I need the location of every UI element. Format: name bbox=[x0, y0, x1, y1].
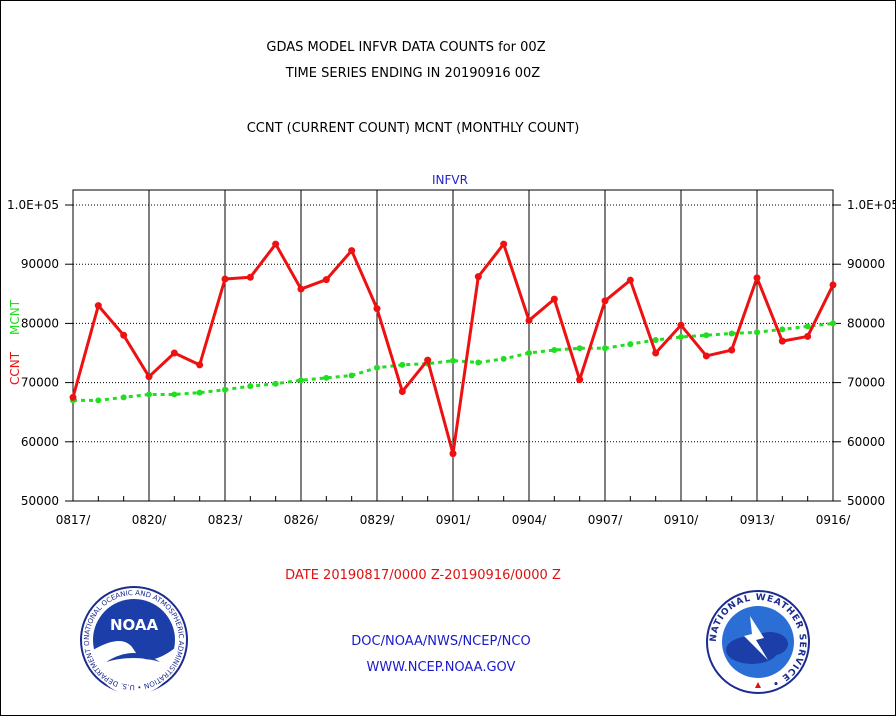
data-point-ccnt bbox=[652, 349, 660, 357]
data-point-ccnt bbox=[69, 393, 77, 401]
data-point-ccnt bbox=[120, 331, 128, 339]
axis-layer bbox=[65, 189, 841, 502]
date-range: DATE 20190817/0000 Z-20190916/0000 Z bbox=[285, 568, 561, 583]
chart-subtitle: CCNT (CURRENT COUNT) MCNT (MONTHLY COUNT… bbox=[247, 121, 580, 136]
data-point-mcnt bbox=[95, 397, 102, 404]
data-point-ccnt bbox=[449, 450, 457, 458]
data-point-mcnt bbox=[272, 380, 279, 387]
data-point-mcnt bbox=[779, 326, 786, 333]
tick-label-layer: 50000 50000 60000 60000 70000 70000 80000 80000… bbox=[7, 198, 896, 527]
data-point-ccnt bbox=[170, 349, 178, 357]
data-point-ccnt bbox=[500, 240, 508, 248]
y-axis-label-mcnt: MCNT bbox=[8, 299, 22, 335]
data-point-mcnt bbox=[171, 391, 178, 398]
y-tick-label-right: 80000 bbox=[847, 316, 885, 330]
data-point-ccnt bbox=[348, 247, 356, 255]
y-tick-label-right: 70000 bbox=[847, 376, 885, 390]
data-point-ccnt bbox=[778, 337, 786, 345]
y-tick-label-right: 1.0E+05 bbox=[847, 198, 896, 212]
data-point-ccnt bbox=[702, 352, 710, 360]
data-point-ccnt bbox=[221, 275, 229, 283]
plot-label: INFVR bbox=[432, 173, 468, 187]
nws-logo: NATIONAL WEATHER SERVICE • bbox=[706, 590, 810, 694]
data-point-mcnt bbox=[703, 332, 710, 339]
data-point-mcnt bbox=[399, 361, 406, 368]
data-point-mcnt bbox=[374, 364, 380, 371]
data-point-mcnt bbox=[450, 357, 456, 364]
data-point-ccnt bbox=[550, 295, 558, 303]
y-tick-label-left: 70000 bbox=[21, 376, 59, 390]
data-point-ccnt bbox=[297, 285, 305, 293]
y-tick-label-left: 1.0E+05 bbox=[7, 198, 59, 212]
data-point-mcnt bbox=[804, 323, 811, 330]
x-tick-label: 0910/ bbox=[664, 513, 700, 527]
noaa-logo: NOAA NATIONAL OCEANIC AND ATMOSPHERIC AD… bbox=[80, 586, 188, 695]
y-tick-label-left: 50000 bbox=[21, 494, 59, 508]
data-point-mcnt bbox=[602, 345, 608, 352]
data-point-mcnt bbox=[754, 329, 760, 336]
chart-title-line2: TIME SERIES ENDING IN 20190916 00Z bbox=[285, 66, 541, 81]
data-point-mcnt bbox=[247, 383, 254, 390]
data-point-ccnt bbox=[145, 373, 153, 381]
data-point-ccnt bbox=[94, 302, 102, 310]
data-point-mcnt bbox=[500, 355, 507, 362]
data-point-ccnt bbox=[424, 356, 432, 364]
data-point-mcnt bbox=[475, 359, 482, 366]
data-point-ccnt bbox=[829, 281, 837, 289]
data-point-mcnt bbox=[146, 391, 152, 398]
data-point-mcnt bbox=[222, 386, 228, 393]
chart-title-line1: GDAS MODEL INFVR DATA COUNTS for 00Z bbox=[266, 40, 545, 55]
y-tick-label-left: 60000 bbox=[21, 435, 59, 449]
data-point-ccnt bbox=[677, 321, 685, 329]
data-point-ccnt bbox=[322, 276, 330, 284]
footer-website[interactable]: WWW.NCEP.NOAA.GOV bbox=[367, 660, 516, 675]
data-point-mcnt bbox=[298, 377, 304, 384]
data-point-mcnt bbox=[652, 336, 659, 343]
y-tick-label-right: 50000 bbox=[847, 494, 885, 508]
data-point-mcnt bbox=[728, 330, 735, 337]
data-point-ccnt bbox=[373, 305, 381, 313]
noaa-logo-text: NOAA bbox=[110, 616, 159, 634]
x-tick-label: 0823/ bbox=[208, 513, 244, 527]
data-point-mcnt bbox=[576, 345, 583, 352]
x-tick-label: 0826/ bbox=[284, 513, 320, 527]
y-axis-label-ccnt: CCNT bbox=[8, 351, 22, 385]
data-point-ccnt bbox=[728, 346, 736, 354]
data-point-mcnt bbox=[323, 374, 330, 381]
x-tick-label: 0817/ bbox=[56, 513, 92, 527]
data-point-ccnt bbox=[196, 361, 204, 369]
data-point-mcnt bbox=[627, 341, 634, 348]
x-tick-label: 0907/ bbox=[588, 513, 624, 527]
data-point-ccnt bbox=[398, 387, 406, 395]
data-point-ccnt bbox=[626, 276, 634, 284]
y-tick-label-left: 80000 bbox=[21, 316, 59, 330]
y-tick-label-left: 90000 bbox=[21, 257, 59, 271]
data-point-mcnt bbox=[526, 350, 532, 356]
data-point-ccnt bbox=[576, 376, 584, 384]
data-point-ccnt bbox=[474, 273, 482, 281]
footer-agency: DOC/NOAA/NWS/NCEP/NCO bbox=[351, 634, 530, 649]
x-tick-label: 0901/ bbox=[436, 513, 472, 527]
data-point-mcnt bbox=[120, 394, 127, 401]
data-point-mcnt bbox=[678, 334, 684, 341]
x-tick-label: 0829/ bbox=[360, 513, 396, 527]
data-point-mcnt bbox=[196, 389, 203, 396]
x-tick-label: 0916/ bbox=[816, 513, 852, 527]
data-point-ccnt bbox=[804, 332, 812, 340]
x-tick-label: 0913/ bbox=[740, 513, 776, 527]
data-point-mcnt bbox=[830, 320, 836, 327]
data-point-ccnt bbox=[601, 297, 609, 305]
data-point-ccnt bbox=[246, 273, 254, 281]
series-layer bbox=[69, 240, 837, 458]
data-point-ccnt bbox=[753, 274, 761, 282]
data-point-ccnt bbox=[525, 316, 533, 324]
y-tick-label-right: 60000 bbox=[847, 435, 885, 449]
x-tick-label: 0904/ bbox=[512, 513, 548, 527]
data-point-mcnt bbox=[551, 347, 558, 354]
data-point-ccnt bbox=[272, 240, 280, 248]
data-point-mcnt bbox=[348, 372, 355, 379]
x-tick-label: 0820/ bbox=[132, 513, 168, 527]
y-tick-label-right: 90000 bbox=[847, 257, 885, 271]
